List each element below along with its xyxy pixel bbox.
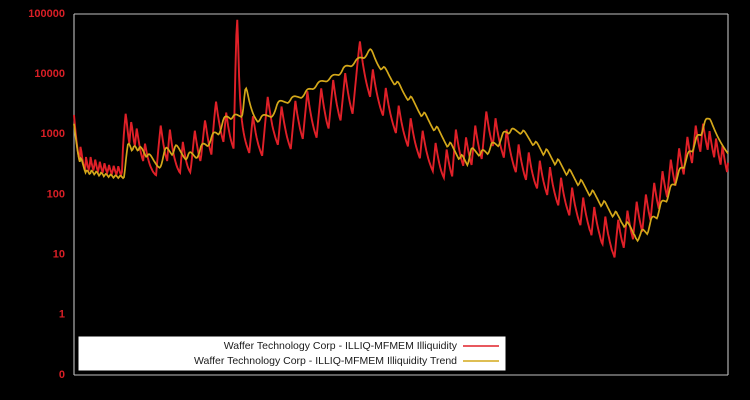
- y-axis-tick-label: 100: [47, 188, 65, 200]
- y-axis-tick-label: 0: [59, 369, 65, 381]
- legend-item-label: Waffer Technology Corp - ILLIQ-MFMEM Ill…: [194, 355, 457, 367]
- y-axis-tick-label: 10000: [34, 68, 65, 80]
- series-illiquidity-line: [73, 19, 729, 258]
- y-axis-tick-label: 10: [53, 249, 65, 261]
- y-axis-tick-label: 1000: [41, 128, 65, 140]
- chart-legend[interactable]: Waffer Technology Corp - ILLIQ-MFMEM Ill…: [78, 336, 506, 371]
- legend-item-label: Waffer Technology Corp - ILLIQ-MFMEM Ill…: [224, 340, 458, 352]
- y-axis-tick-label: 100000: [28, 8, 65, 20]
- legend-background: [78, 336, 506, 371]
- y-axis-tick-label: 1: [59, 309, 65, 321]
- series-illiquidity-trend-line: [73, 48, 729, 243]
- data-series-group: [73, 19, 729, 258]
- plot-frame: [73, 13, 729, 376]
